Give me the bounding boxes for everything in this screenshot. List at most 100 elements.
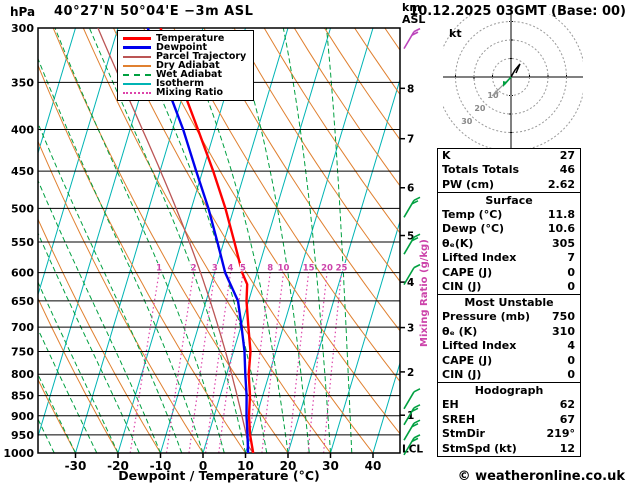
mixing-ratio-value-label: 10 [278, 264, 290, 274]
mixing-ratio-value-label: 3 [212, 264, 218, 274]
wet-adiabat-line [38, 231, 140, 453]
wind-barb-flag [411, 31, 419, 36]
dry-adiabat-line [233, 28, 400, 283]
table-row: CAPE (J) 0 [438, 266, 580, 281]
legend-label: Wet Adiabat [156, 69, 223, 80]
legend-swatch-solid [123, 64, 151, 67]
table-section-surface: Surface Temp (°C) 11.8 Dewp (°C) 10.6 θₑ(K) 30… [437, 191, 581, 296]
hodograph-unit-label: kt [449, 27, 462, 40]
mixing-ratio-line [165, 272, 195, 453]
isotherm-line [202, 28, 331, 453]
plot-border [37, 27, 401, 454]
pressure-label: 800 [11, 368, 34, 381]
wind-barb-flag [413, 434, 421, 439]
table-row-label: Totals Totals [442, 163, 520, 176]
table-section-hodograph: Hodograph EH 62 SREH 67 StmDir 219° StmSpd (kt)… [437, 382, 581, 457]
table-row-label: CAPE (J) [442, 353, 493, 367]
legend-item: Temperature [123, 33, 246, 44]
wind-barb [403, 419, 421, 441]
table-row: Totals Totals 46 [438, 163, 580, 178]
hodograph-low-level-arrowhead [503, 81, 507, 87]
dry-adiabat-line [293, 28, 400, 187]
pressure-label: 500 [11, 202, 34, 215]
table-row-label: Temp (°C) [442, 207, 503, 221]
table-row: CIN (J) 0 [438, 368, 580, 383]
table-row: θₑ(K) 305 [438, 237, 580, 252]
table-row: Temp (°C) 11.8 [438, 208, 580, 223]
table-row-value: 46 [559, 163, 575, 176]
km-tick-label: 5 [407, 231, 414, 243]
table-row-value: 0 [567, 265, 575, 279]
mixing-ratio-value-label: 25 [336, 264, 348, 274]
legend-item: Dewpoint [123, 42, 246, 53]
table-row: SREH 67 [438, 413, 580, 428]
station-title: 40°27'N 50°04'E −3m ASL [54, 4, 254, 19]
table-section-header: Most Unstable [464, 296, 554, 309]
wind-barb [403, 27, 421, 50]
mixing-ratio-value-label: 1 [156, 264, 162, 274]
table-row: CAPE (J) 0 [438, 354, 580, 369]
legend-swatch-solid [123, 37, 151, 40]
legend-item: Wet Adiabat [123, 69, 246, 80]
km-tick-label: 3 [407, 323, 414, 335]
table-row-value: 0 [567, 280, 575, 293]
parcel-trajectory-curve [97, 28, 254, 453]
km-tick-label: 8 [407, 83, 414, 95]
wind-barb-flag [413, 196, 421, 202]
pressure-label: 1000 [3, 447, 34, 460]
table-row-label: StmSpd (kt) [442, 441, 517, 455]
table-row-value: 2.62 [547, 177, 575, 191]
wind-barb-flag [411, 422, 419, 428]
table-row: Lifted Index 7 [438, 251, 580, 266]
wind-barb [403, 388, 421, 410]
wind-barb-flag [413, 388, 421, 393]
table-row-value: 219° [546, 427, 575, 440]
km-tick-label: 7 [407, 134, 414, 146]
legend-label: Isotherm [156, 78, 205, 89]
legend-swatch-solid [123, 82, 151, 85]
wind-barb-flag [413, 419, 421, 424]
isotherm-line [38, 28, 119, 297]
dry-adiabat-line [263, 28, 400, 234]
wet-adiabat-line [88, 28, 246, 453]
table-row-label: EH [442, 398, 459, 411]
table-row: StmSpd (kt) 12 [438, 442, 580, 457]
copyright: © weatheronline.co.uk [457, 469, 625, 484]
pressure-label: 700 [11, 321, 34, 334]
hodograph-ring-label: 20 [474, 104, 486, 113]
km-tick-label: 2 [407, 367, 414, 379]
pressure-label: 650 [11, 295, 34, 308]
table-row: Pressure (mb) 750 [438, 310, 580, 325]
table-row-label: CIN (J) [442, 368, 482, 381]
legend-label: Parcel Trajectory [156, 51, 247, 62]
table-row-value: 4 [567, 339, 575, 352]
wind-barb [403, 233, 421, 255]
legend-swatch-dashed [123, 73, 151, 76]
altitude-axis-unit: km ASL [402, 2, 425, 25]
x-tick-label: 30 [322, 459, 339, 473]
km-unit-label: km [402, 1, 421, 14]
km-tick-label: 1 [407, 410, 414, 422]
mixing-ratio-value-label: 15 [303, 264, 315, 274]
table-row-label: CAPE (J) [442, 265, 493, 279]
wind-barb-flag [411, 407, 419, 413]
x-tick-label: 0 [199, 459, 207, 473]
hodograph-trace [510, 63, 521, 78]
table-row: Dewp (°C) 10.6 [438, 222, 580, 237]
table-row-value: 27 [559, 148, 575, 162]
table-row: K 27 [438, 149, 580, 164]
legend-label: Mixing Ratio [156, 87, 224, 98]
skewt-chart: 3003504004505005506006507007508008509009… [3, 22, 423, 473]
table-row: Lifted Index 4 [438, 339, 580, 354]
table-row-value: 7 [567, 251, 575, 264]
table-row-label: StmDir [442, 427, 485, 440]
lcl-label: LCL [402, 444, 423, 456]
mixing-ratio-value-label: 5 [240, 264, 246, 274]
x-tick-label: 20 [280, 459, 297, 473]
wind-barb-flag [413, 404, 421, 409]
pressure-label: 350 [11, 76, 34, 89]
legend-label: Temperature [156, 33, 225, 44]
x-tick-label: -30 [65, 459, 87, 473]
hodograph-ring [473, 39, 549, 115]
